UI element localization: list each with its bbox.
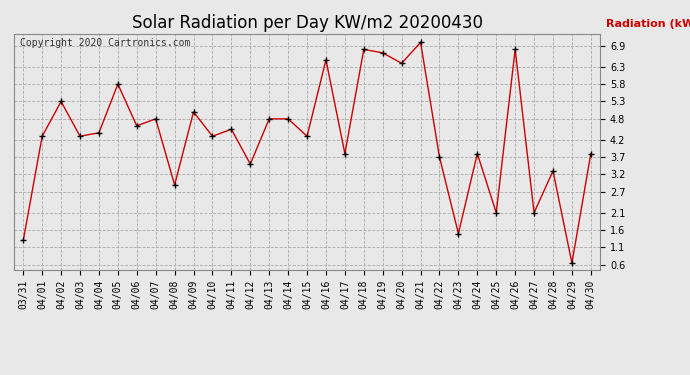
Text: Copyright 2020 Cartronics.com: Copyright 2020 Cartronics.com (19, 39, 190, 48)
Title: Solar Radiation per Day KW/m2 20200430: Solar Radiation per Day KW/m2 20200430 (132, 14, 482, 32)
Y-axis label: Radiation (kW/m2): Radiation (kW/m2) (0, 374, 1, 375)
Text: Radiation (kW/m2): Radiation (kW/m2) (606, 19, 690, 29)
